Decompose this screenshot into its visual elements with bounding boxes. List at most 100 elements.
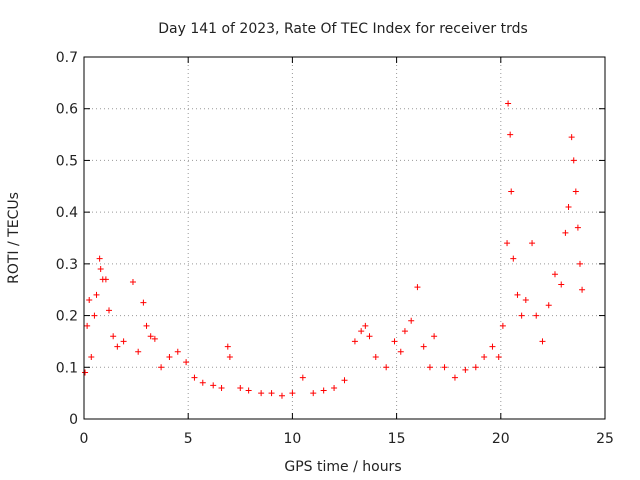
data-point (129, 278, 136, 285)
x-tick-label: 25 (596, 431, 614, 447)
data-point (529, 240, 536, 247)
data-point (151, 335, 158, 342)
data-point (562, 229, 569, 236)
data-point (565, 203, 572, 210)
data-point (383, 364, 390, 371)
data-point (372, 353, 379, 360)
data-point (507, 131, 514, 138)
data-point (86, 297, 93, 304)
x-tick-label: 5 (184, 431, 193, 447)
data-point (431, 333, 438, 340)
x-tick-label: 10 (283, 431, 301, 447)
data-point (106, 307, 113, 314)
data-point (91, 312, 98, 319)
data-point (358, 328, 365, 335)
plot-frame (83, 56, 606, 420)
data-point (481, 353, 488, 360)
data-point (366, 333, 373, 340)
data-point (278, 392, 285, 399)
data-point (143, 322, 150, 329)
data-point (451, 374, 458, 381)
data-point (210, 382, 217, 389)
data-point (420, 343, 427, 350)
data-point (218, 384, 225, 391)
data-point (97, 266, 104, 273)
y-axis-label: ROTI / TECUs (6, 192, 22, 284)
data-point (462, 366, 469, 373)
data-point (110, 333, 117, 340)
x-tick-label: 20 (492, 431, 510, 447)
y-tick-label: 0 (69, 412, 78, 428)
data-point (574, 224, 581, 231)
data-point (224, 343, 231, 350)
data-point (191, 374, 198, 381)
data-point (199, 379, 206, 386)
data-point (299, 374, 306, 381)
x-axis-label: GPS time / hours (284, 459, 401, 475)
data-point (88, 353, 95, 360)
data-point (147, 333, 154, 340)
y-tick-label: 0.7 (56, 50, 78, 66)
data-points (82, 100, 586, 399)
data-point (441, 364, 448, 371)
data-point (579, 286, 586, 293)
data-point (533, 312, 540, 319)
y-tick-label: 0.2 (56, 309, 78, 325)
data-point (504, 240, 511, 247)
data-point (391, 338, 398, 345)
data-point (268, 390, 275, 397)
data-point (245, 387, 252, 394)
data-point (258, 390, 265, 397)
data-point (84, 322, 91, 329)
data-point (518, 312, 525, 319)
data-point (120, 338, 127, 345)
data-point (510, 255, 517, 262)
data-point (426, 364, 433, 371)
data-point (505, 100, 512, 107)
x-tick-label: 15 (388, 431, 406, 447)
data-point (310, 390, 317, 397)
data-point (226, 353, 233, 360)
data-point (514, 291, 521, 298)
y-tick-label: 0.5 (56, 153, 78, 169)
data-point (237, 384, 244, 391)
y-tick-label: 0.3 (56, 257, 78, 273)
data-point (489, 343, 496, 350)
y-tick-label: 0.1 (56, 360, 78, 376)
data-point (551, 271, 558, 278)
data-point (508, 188, 515, 195)
x-tick-label: 0 (80, 431, 89, 447)
data-point (576, 260, 583, 267)
axis-ticks: 0 5 10 15 20 25 0 0.1 0.2 0.3 0.4 0.5 0.6 0.7 (56, 50, 614, 447)
data-point (539, 338, 546, 345)
data-point (362, 322, 369, 329)
data-point (341, 377, 348, 384)
data-point (401, 328, 408, 335)
grid-lines (84, 57, 605, 419)
data-point (545, 302, 552, 309)
data-point (572, 188, 579, 195)
data-point (558, 281, 565, 288)
data-point (414, 284, 421, 291)
data-point (289, 390, 296, 397)
data-point (568, 134, 575, 141)
chart-title: Day 141 of 2023, Rate Of TEC Index for r… (158, 21, 528, 37)
data-point (499, 322, 506, 329)
data-point (140, 299, 147, 306)
data-point (522, 297, 529, 304)
y-tick-label: 0.4 (56, 205, 78, 221)
data-point (93, 291, 100, 298)
data-point (472, 364, 479, 371)
data-point (331, 384, 338, 391)
data-point (114, 343, 121, 350)
data-point (495, 353, 502, 360)
data-point (397, 348, 404, 355)
data-point (174, 348, 181, 355)
data-point (96, 255, 103, 262)
data-point (408, 317, 415, 324)
data-point (183, 359, 190, 366)
data-point (320, 387, 327, 394)
data-point (135, 348, 142, 355)
data-point (351, 338, 358, 345)
